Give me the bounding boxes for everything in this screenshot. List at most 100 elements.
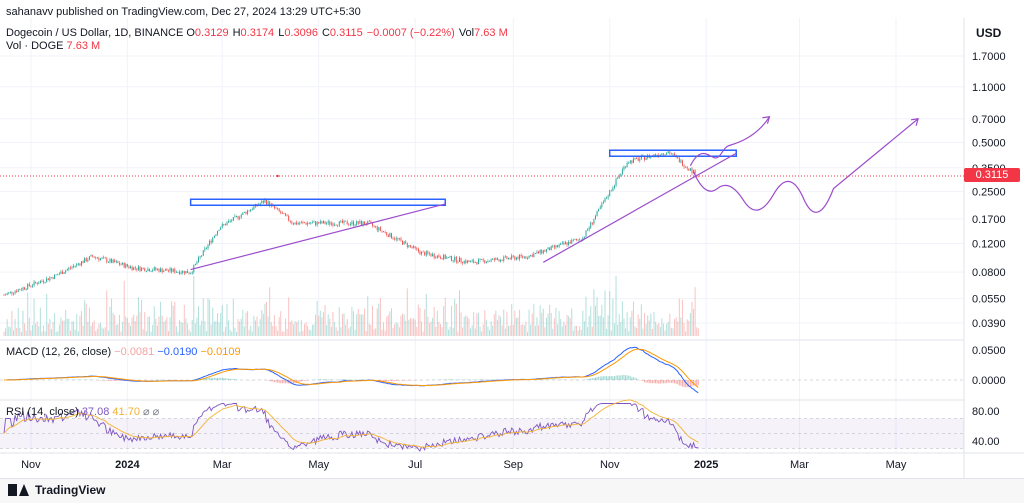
macd-histogram-bar xyxy=(614,376,615,380)
macd-histogram-bar xyxy=(117,380,118,381)
macd-histogram-bar xyxy=(331,379,332,380)
volume-bar xyxy=(652,329,653,336)
candle-body xyxy=(412,246,413,247)
volume-bar xyxy=(688,321,689,336)
macd-histogram-bar xyxy=(347,379,348,380)
volume-bar xyxy=(381,330,382,336)
candle-body xyxy=(394,239,395,240)
macd-histogram-bar xyxy=(548,379,549,380)
candle-body xyxy=(508,258,509,259)
volume-bar xyxy=(78,331,79,336)
volume-bar xyxy=(359,314,360,336)
candle-body xyxy=(635,158,636,159)
macd-histogram-bar xyxy=(282,380,283,383)
volume-bar xyxy=(79,316,80,336)
volume-bar xyxy=(222,305,223,336)
volume-bar xyxy=(608,315,609,336)
candle-body xyxy=(536,252,537,254)
volume-bar xyxy=(255,320,256,336)
candle-body xyxy=(554,246,555,248)
volume-bar xyxy=(442,327,443,336)
volume-bar xyxy=(15,319,16,336)
volume-bar xyxy=(491,321,492,336)
candle-body xyxy=(49,278,50,280)
volume-value: 7.63 M xyxy=(67,40,101,52)
volume-bar xyxy=(582,311,583,336)
candle-body xyxy=(462,262,463,263)
macd-histogram-bar xyxy=(449,379,450,380)
currency-label[interactable]: USD xyxy=(976,26,1001,40)
candle-body xyxy=(253,206,254,209)
candle-body xyxy=(203,250,204,255)
candle-body xyxy=(574,239,575,240)
candle-body xyxy=(380,227,381,230)
candle-body xyxy=(76,264,77,266)
candle-body xyxy=(480,259,481,260)
candle-body xyxy=(163,271,164,272)
macd-histogram-bar xyxy=(658,380,659,384)
volume-bar xyxy=(97,329,98,336)
candle-body xyxy=(162,269,163,272)
candle-body xyxy=(86,258,87,261)
volume-bar xyxy=(331,327,332,336)
candle-body xyxy=(385,232,386,233)
volume-bar xyxy=(396,322,397,336)
volume-bar xyxy=(402,314,403,336)
candle-body xyxy=(510,258,511,259)
macd-histogram-bar xyxy=(636,378,637,380)
candle-body xyxy=(249,211,250,212)
volume-bar xyxy=(372,306,373,336)
candle-body xyxy=(315,222,316,225)
candle-body xyxy=(182,271,183,273)
candle-body xyxy=(679,158,680,162)
tradingview-brand: TradingView xyxy=(35,483,105,497)
candle-body xyxy=(688,168,689,170)
candle-body xyxy=(503,257,504,261)
macd-histogram-bar xyxy=(587,379,588,380)
candle-body xyxy=(306,223,307,224)
volume-bar xyxy=(511,304,512,336)
candle-body xyxy=(189,273,190,274)
volume-bar xyxy=(231,332,232,336)
volume-bar xyxy=(612,298,613,336)
volume-bar xyxy=(173,306,174,336)
volume-bar xyxy=(34,299,35,336)
volume-bar xyxy=(261,310,262,336)
volume-bar xyxy=(380,298,381,336)
volume-legend: Vol · DOGE 7.63 M xyxy=(6,40,104,52)
grid-lines xyxy=(0,18,964,453)
volume-bar xyxy=(505,329,506,336)
volume-bar xyxy=(625,328,626,336)
candle-body xyxy=(78,264,79,265)
volume-bar xyxy=(449,327,450,336)
candle-body xyxy=(287,215,288,216)
candle-body xyxy=(166,269,167,271)
candle-body xyxy=(35,282,36,283)
macd-histogram-bar xyxy=(400,380,401,381)
candle-body xyxy=(446,257,447,258)
macd-signal-value: −0.0109 xyxy=(201,346,241,358)
macd-histogram-bar xyxy=(492,379,493,380)
volume-bar xyxy=(426,294,427,336)
candle-body xyxy=(606,198,607,199)
macd-histogram-bar xyxy=(228,379,229,380)
macd-histogram-bar xyxy=(306,380,307,381)
tradingview-logo[interactable]: TradingView xyxy=(8,483,105,497)
volume-bar xyxy=(437,311,438,336)
volume-bar xyxy=(187,324,188,336)
macd-histogram-bar xyxy=(396,380,397,381)
candle-body xyxy=(671,154,672,155)
candle-body xyxy=(154,268,155,271)
volume-bar xyxy=(546,318,547,336)
volume-bar xyxy=(565,325,566,336)
candle-body xyxy=(405,241,406,242)
candle-body xyxy=(242,213,243,215)
macd-histogram-bar xyxy=(649,380,650,383)
volume-bar xyxy=(37,322,38,336)
volume-bar xyxy=(62,321,63,336)
candle-body xyxy=(375,226,376,227)
candle-body xyxy=(361,221,362,225)
candle-body xyxy=(513,256,514,257)
candle-body xyxy=(464,261,465,263)
